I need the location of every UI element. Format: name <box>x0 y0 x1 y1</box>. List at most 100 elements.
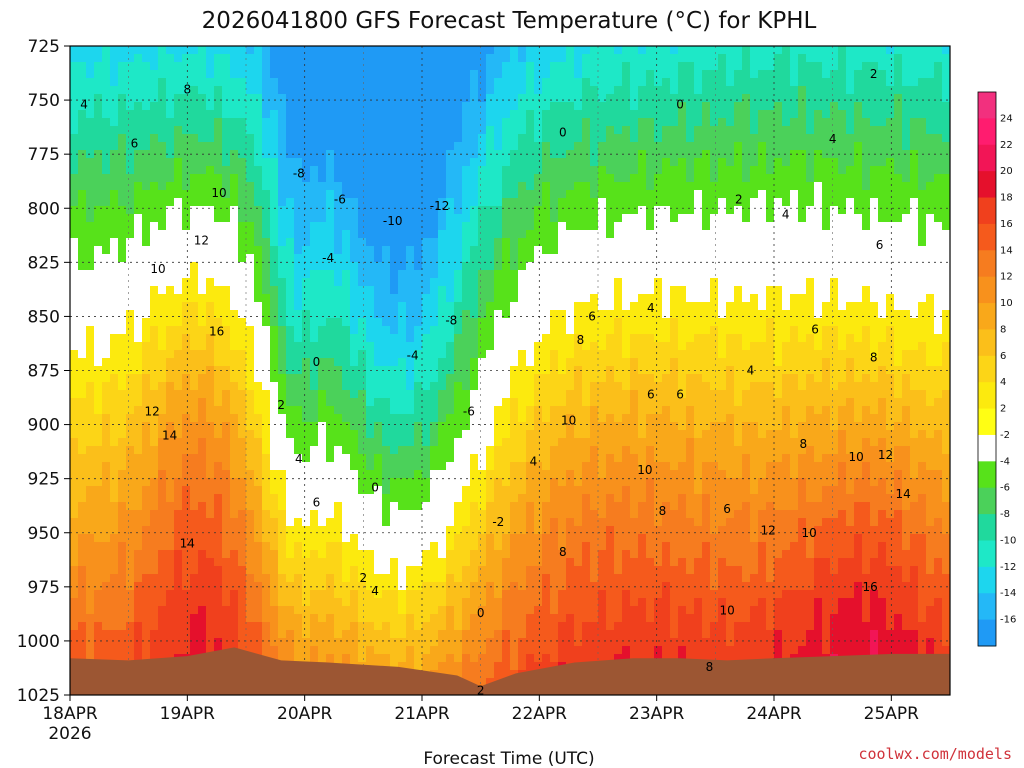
temperature-cell <box>134 286 143 295</box>
temperature-cell <box>510 430 519 439</box>
temperature-cell <box>510 582 519 591</box>
temperature-cell <box>262 230 271 239</box>
temperature-cell <box>78 238 87 247</box>
temperature-cell <box>302 406 311 415</box>
temperature-cell <box>94 630 103 639</box>
temperature-cell <box>310 534 319 543</box>
temperature-cell <box>222 270 231 279</box>
temperature-cell <box>262 534 271 543</box>
temperature-cell <box>382 334 391 343</box>
temperature-cell <box>286 430 295 439</box>
temperature-cell <box>334 86 343 95</box>
temperature-cell <box>358 126 367 135</box>
temperature-cell <box>254 342 263 351</box>
temperature-cell <box>414 190 423 199</box>
temperature-cell <box>414 222 423 231</box>
temperature-cell <box>454 126 463 135</box>
temperature-cell <box>542 382 551 391</box>
temperature-cell <box>182 446 191 455</box>
temperature-cell <box>342 526 351 535</box>
temperature-cell <box>278 390 287 399</box>
temperature-cell <box>278 142 287 151</box>
temperature-cell <box>70 366 79 375</box>
temperature-cell <box>342 398 351 407</box>
temperature-cell <box>542 542 551 551</box>
temperature-cell <box>278 54 287 63</box>
temperature-cell <box>382 302 391 311</box>
temperature-cell <box>494 198 503 207</box>
temperature-cell <box>430 62 439 71</box>
temperature-cell <box>550 438 559 447</box>
temperature-cell <box>334 358 343 367</box>
temperature-cell <box>190 582 199 591</box>
temperature-cell <box>134 646 143 655</box>
temperature-cell <box>478 398 487 407</box>
temperature-cell <box>382 94 391 103</box>
temperature-cell <box>486 598 495 607</box>
temperature-cell <box>438 414 447 423</box>
temperature-cell <box>398 190 407 199</box>
temperature-cell <box>158 246 167 255</box>
temperature-cell <box>494 334 503 343</box>
temperature-cell <box>502 118 511 127</box>
temperature-cell <box>190 486 199 495</box>
temperature-cell <box>166 222 175 231</box>
temperature-cell <box>374 158 383 167</box>
temperature-cell <box>534 206 543 215</box>
temperature-cell <box>550 366 559 375</box>
temperature-cell <box>502 518 511 527</box>
temperature-cell <box>318 526 327 535</box>
temperature-cell <box>230 638 239 647</box>
temperature-cell <box>174 454 183 463</box>
temperature-cell <box>510 534 519 543</box>
temperature-cell <box>142 126 151 135</box>
temperature-cell <box>318 462 327 471</box>
temperature-cell <box>310 414 319 423</box>
temperature-cell <box>238 294 247 303</box>
temperature-cell <box>326 638 335 647</box>
temperature-cell <box>422 126 431 135</box>
temperature-cell <box>198 358 207 367</box>
temperature-cell <box>430 198 439 207</box>
temperature-cell <box>534 310 543 319</box>
temperature-cell <box>270 350 279 359</box>
temperature-cell <box>254 54 263 63</box>
temperature-cell <box>238 198 247 207</box>
temperature-cell <box>462 134 471 143</box>
temperature-cell <box>190 342 199 351</box>
temperature-cell <box>126 502 135 511</box>
temperature-cell <box>358 438 367 447</box>
temperature-cell <box>406 518 415 527</box>
temperature-cell <box>166 270 175 279</box>
temperature-cell <box>438 470 447 479</box>
temperature-cell <box>326 126 335 135</box>
temperature-cell <box>430 142 439 151</box>
temperature-cell <box>182 254 191 263</box>
temperature-cell <box>142 110 151 119</box>
temperature-cell <box>206 318 215 327</box>
temperature-cell <box>278 302 287 311</box>
temperature-cell <box>550 398 559 407</box>
temperature-cell <box>294 142 303 151</box>
temperature-cell <box>534 326 543 335</box>
temperature-cell <box>478 446 487 455</box>
temperature-cell <box>398 358 407 367</box>
temperature-cell <box>158 62 167 71</box>
temperature-cell <box>286 318 295 327</box>
temperature-cell <box>254 470 263 479</box>
temperature-cell <box>222 534 231 543</box>
temperature-cell <box>414 526 423 535</box>
temperature-cell <box>302 614 311 623</box>
temperature-cell <box>238 462 247 471</box>
temperature-cell <box>414 478 423 487</box>
temperature-cell <box>374 118 383 127</box>
temperature-cell <box>518 294 527 303</box>
temperature-cell <box>230 310 239 319</box>
temperature-cell <box>494 582 503 591</box>
temperature-cell <box>310 126 319 135</box>
temperature-cell <box>78 598 87 607</box>
temperature-cell <box>390 302 399 311</box>
temperature-cell <box>158 350 167 359</box>
temperature-cell <box>502 382 511 391</box>
temperature-cell <box>398 374 407 383</box>
